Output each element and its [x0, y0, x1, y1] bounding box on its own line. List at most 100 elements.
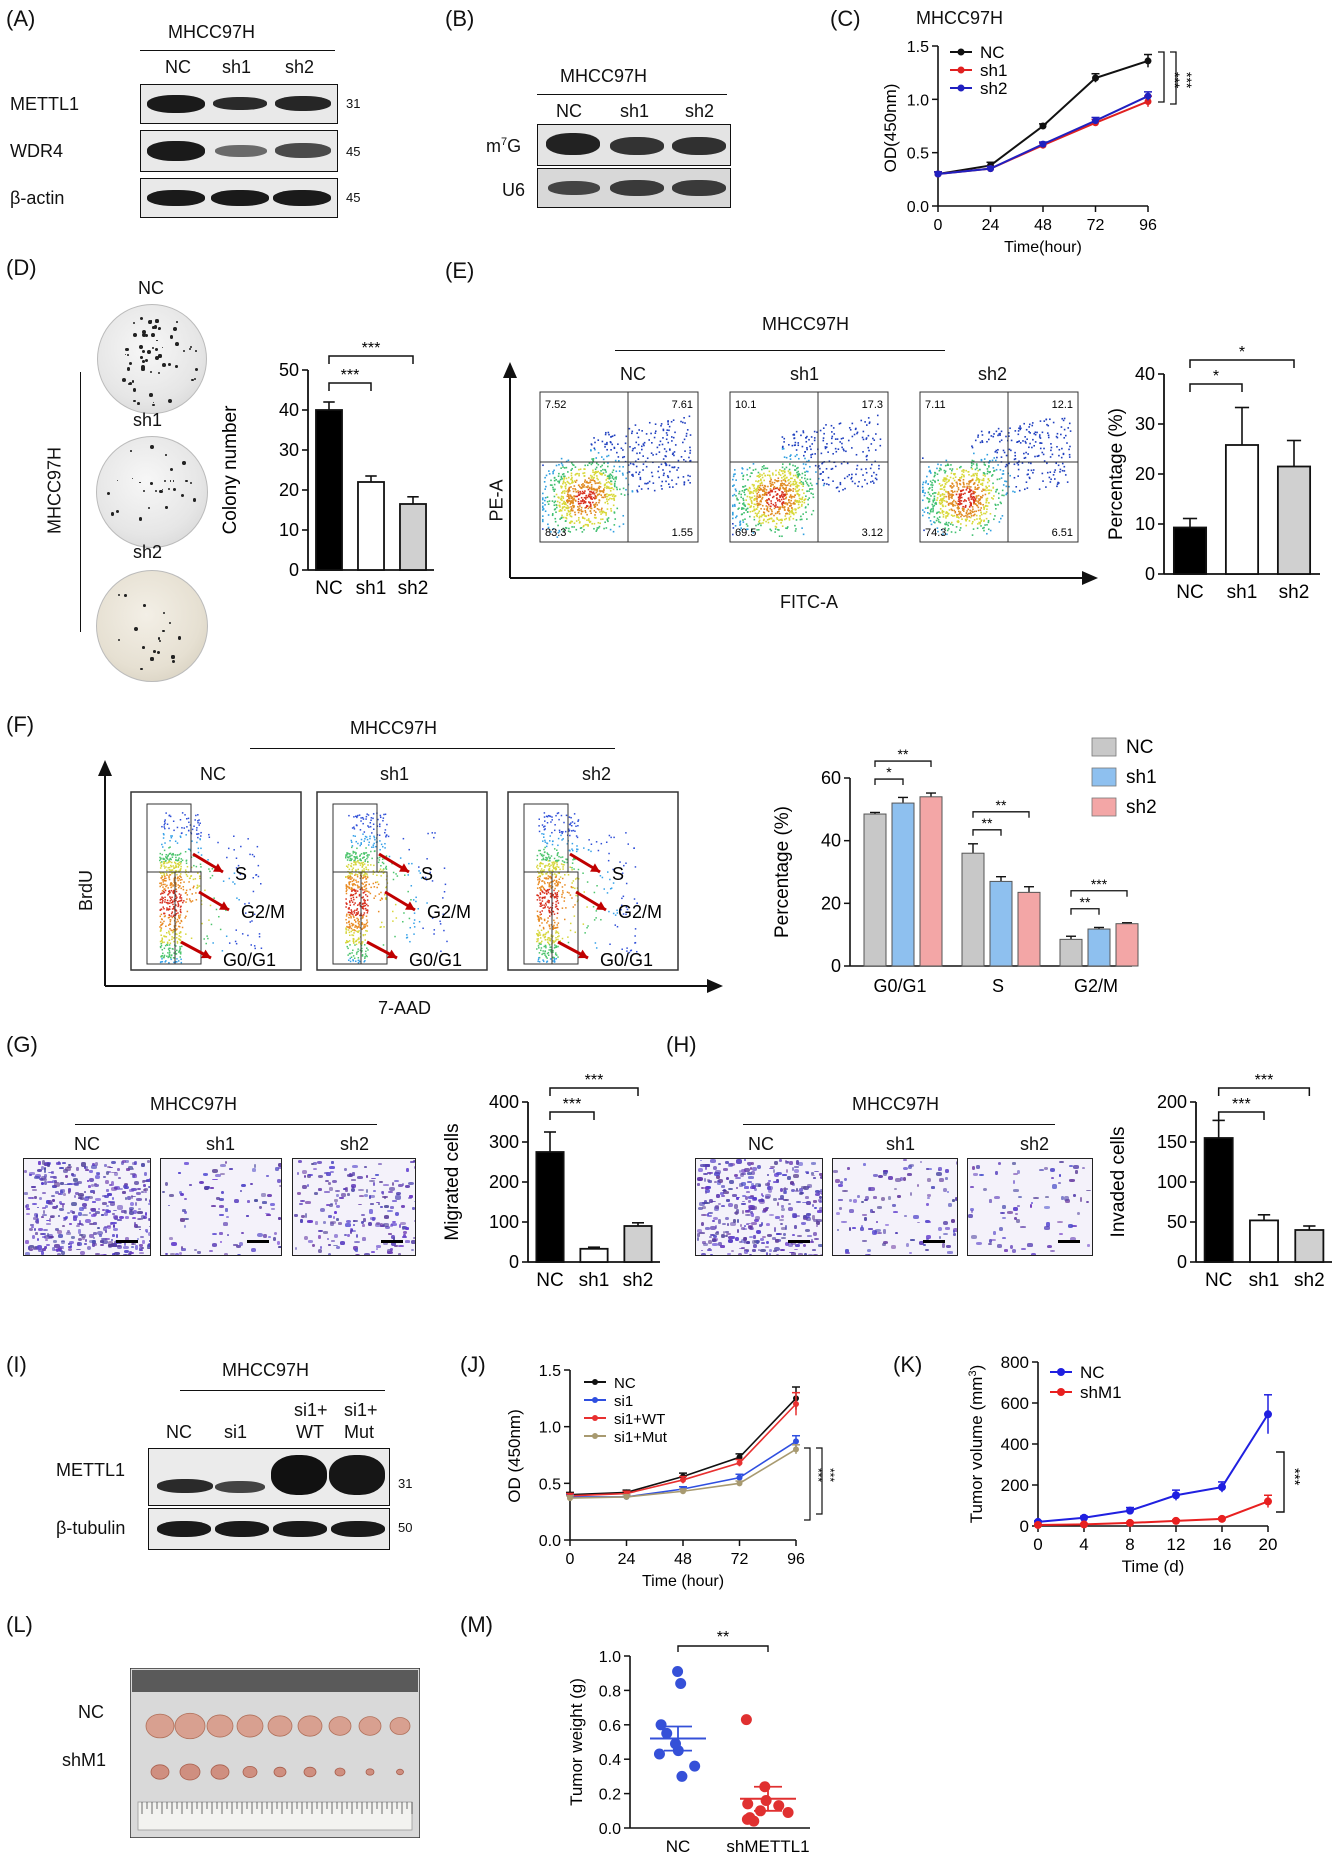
event-dot: [812, 496, 815, 499]
event-dot: [166, 858, 169, 860]
event-dot: [248, 902, 250, 904]
event-dot: [960, 496, 963, 499]
event-dot: [345, 890, 348, 893]
event-dot: [189, 888, 191, 891]
event-dot: [794, 474, 797, 477]
event-dot: [770, 500, 772, 502]
event-dot: [1039, 434, 1041, 436]
event-dot: [350, 841, 353, 843]
event-dot: [173, 829, 175, 832]
event-dot: [536, 933, 538, 935]
colony-dot: [132, 387, 137, 392]
event-dot: [937, 493, 939, 496]
event-dot: [365, 950, 367, 953]
event-dot: [958, 503, 961, 506]
event-dot: [782, 447, 785, 450]
event-dot: [1009, 474, 1011, 477]
event-dot: [783, 437, 786, 440]
event-dot: [788, 472, 791, 474]
event-dot: [575, 520, 578, 522]
event-dot: [763, 490, 766, 493]
event-dot: [785, 487, 788, 489]
event-dot: [551, 863, 554, 865]
event-dot: [353, 864, 355, 866]
x-tick-label: NC: [315, 578, 342, 598]
event-dot: [546, 496, 549, 498]
event-dot: [957, 496, 960, 499]
event-dot: [1046, 432, 1049, 434]
event-dot: [856, 432, 858, 435]
event-dot: [159, 858, 162, 860]
event-dot: [586, 906, 588, 908]
event-dot: [1058, 454, 1060, 457]
event-dot: [366, 813, 368, 815]
x-tick-label: 0: [934, 217, 943, 234]
event-dot: [793, 478, 796, 481]
event-dot: [975, 504, 978, 507]
event-dot: [407, 874, 409, 876]
event-dot: [802, 463, 805, 465]
event-dot: [979, 509, 982, 511]
event-dot: [350, 917, 352, 919]
event-dot: [948, 498, 950, 500]
event-dot: [354, 874, 356, 877]
colony-dot: [153, 650, 157, 654]
event-dot: [735, 516, 737, 519]
event-dot: [179, 922, 181, 924]
event-dot: [1045, 418, 1047, 421]
event-dot: [607, 498, 610, 501]
event-dot: [971, 479, 973, 482]
event-dot: [1005, 435, 1007, 438]
event-dot: [755, 508, 758, 510]
event-dot: [197, 833, 200, 835]
event-dot: [364, 933, 367, 936]
event-dot: [613, 836, 615, 839]
event-dot: [993, 457, 996, 459]
event-dot: [977, 484, 979, 486]
event-dot: [965, 489, 968, 491]
event-dot: [661, 480, 664, 483]
event-dot: [557, 531, 560, 534]
event-dot: [238, 899, 240, 901]
event-dot: [774, 528, 777, 530]
event-dot: [795, 430, 798, 433]
event-dot: [643, 444, 645, 447]
event-dot: [548, 925, 551, 928]
event-dot: [571, 496, 574, 499]
event-dot: [798, 473, 801, 476]
event-dot: [172, 854, 174, 856]
event-dot: [541, 870, 544, 872]
legend-marker: [957, 48, 965, 56]
event-dot: [162, 922, 164, 925]
event-dot: [970, 493, 973, 495]
event-dot: [1014, 451, 1016, 454]
event-dot: [672, 486, 674, 488]
event-dot: [382, 869, 384, 871]
event-dot: [636, 452, 638, 455]
event-dot: [563, 478, 565, 480]
event-dot: [182, 901, 184, 904]
event-dot: [1025, 442, 1027, 444]
event-dot: [622, 523, 625, 525]
event-dot: [809, 445, 811, 448]
event-dot: [175, 921, 178, 923]
event-dot: [795, 481, 798, 484]
event-dot: [946, 511, 949, 514]
event-dot: [848, 427, 851, 429]
event-dot: [170, 912, 173, 915]
event-dot: [183, 881, 185, 883]
event-dot: [365, 884, 367, 887]
event-dot: [385, 836, 387, 838]
event-dot: [979, 498, 981, 501]
event-dot: [611, 475, 614, 478]
event-dot: [995, 489, 998, 491]
event-dot: [795, 511, 797, 514]
event-dot: [988, 466, 990, 468]
event-dot: [798, 482, 801, 484]
event-dot: [969, 496, 972, 498]
event-dot: [673, 454, 675, 457]
event-dot: [168, 908, 170, 910]
event-dot: [794, 509, 797, 511]
event-dot: [583, 475, 586, 477]
event-dot: [201, 922, 203, 925]
